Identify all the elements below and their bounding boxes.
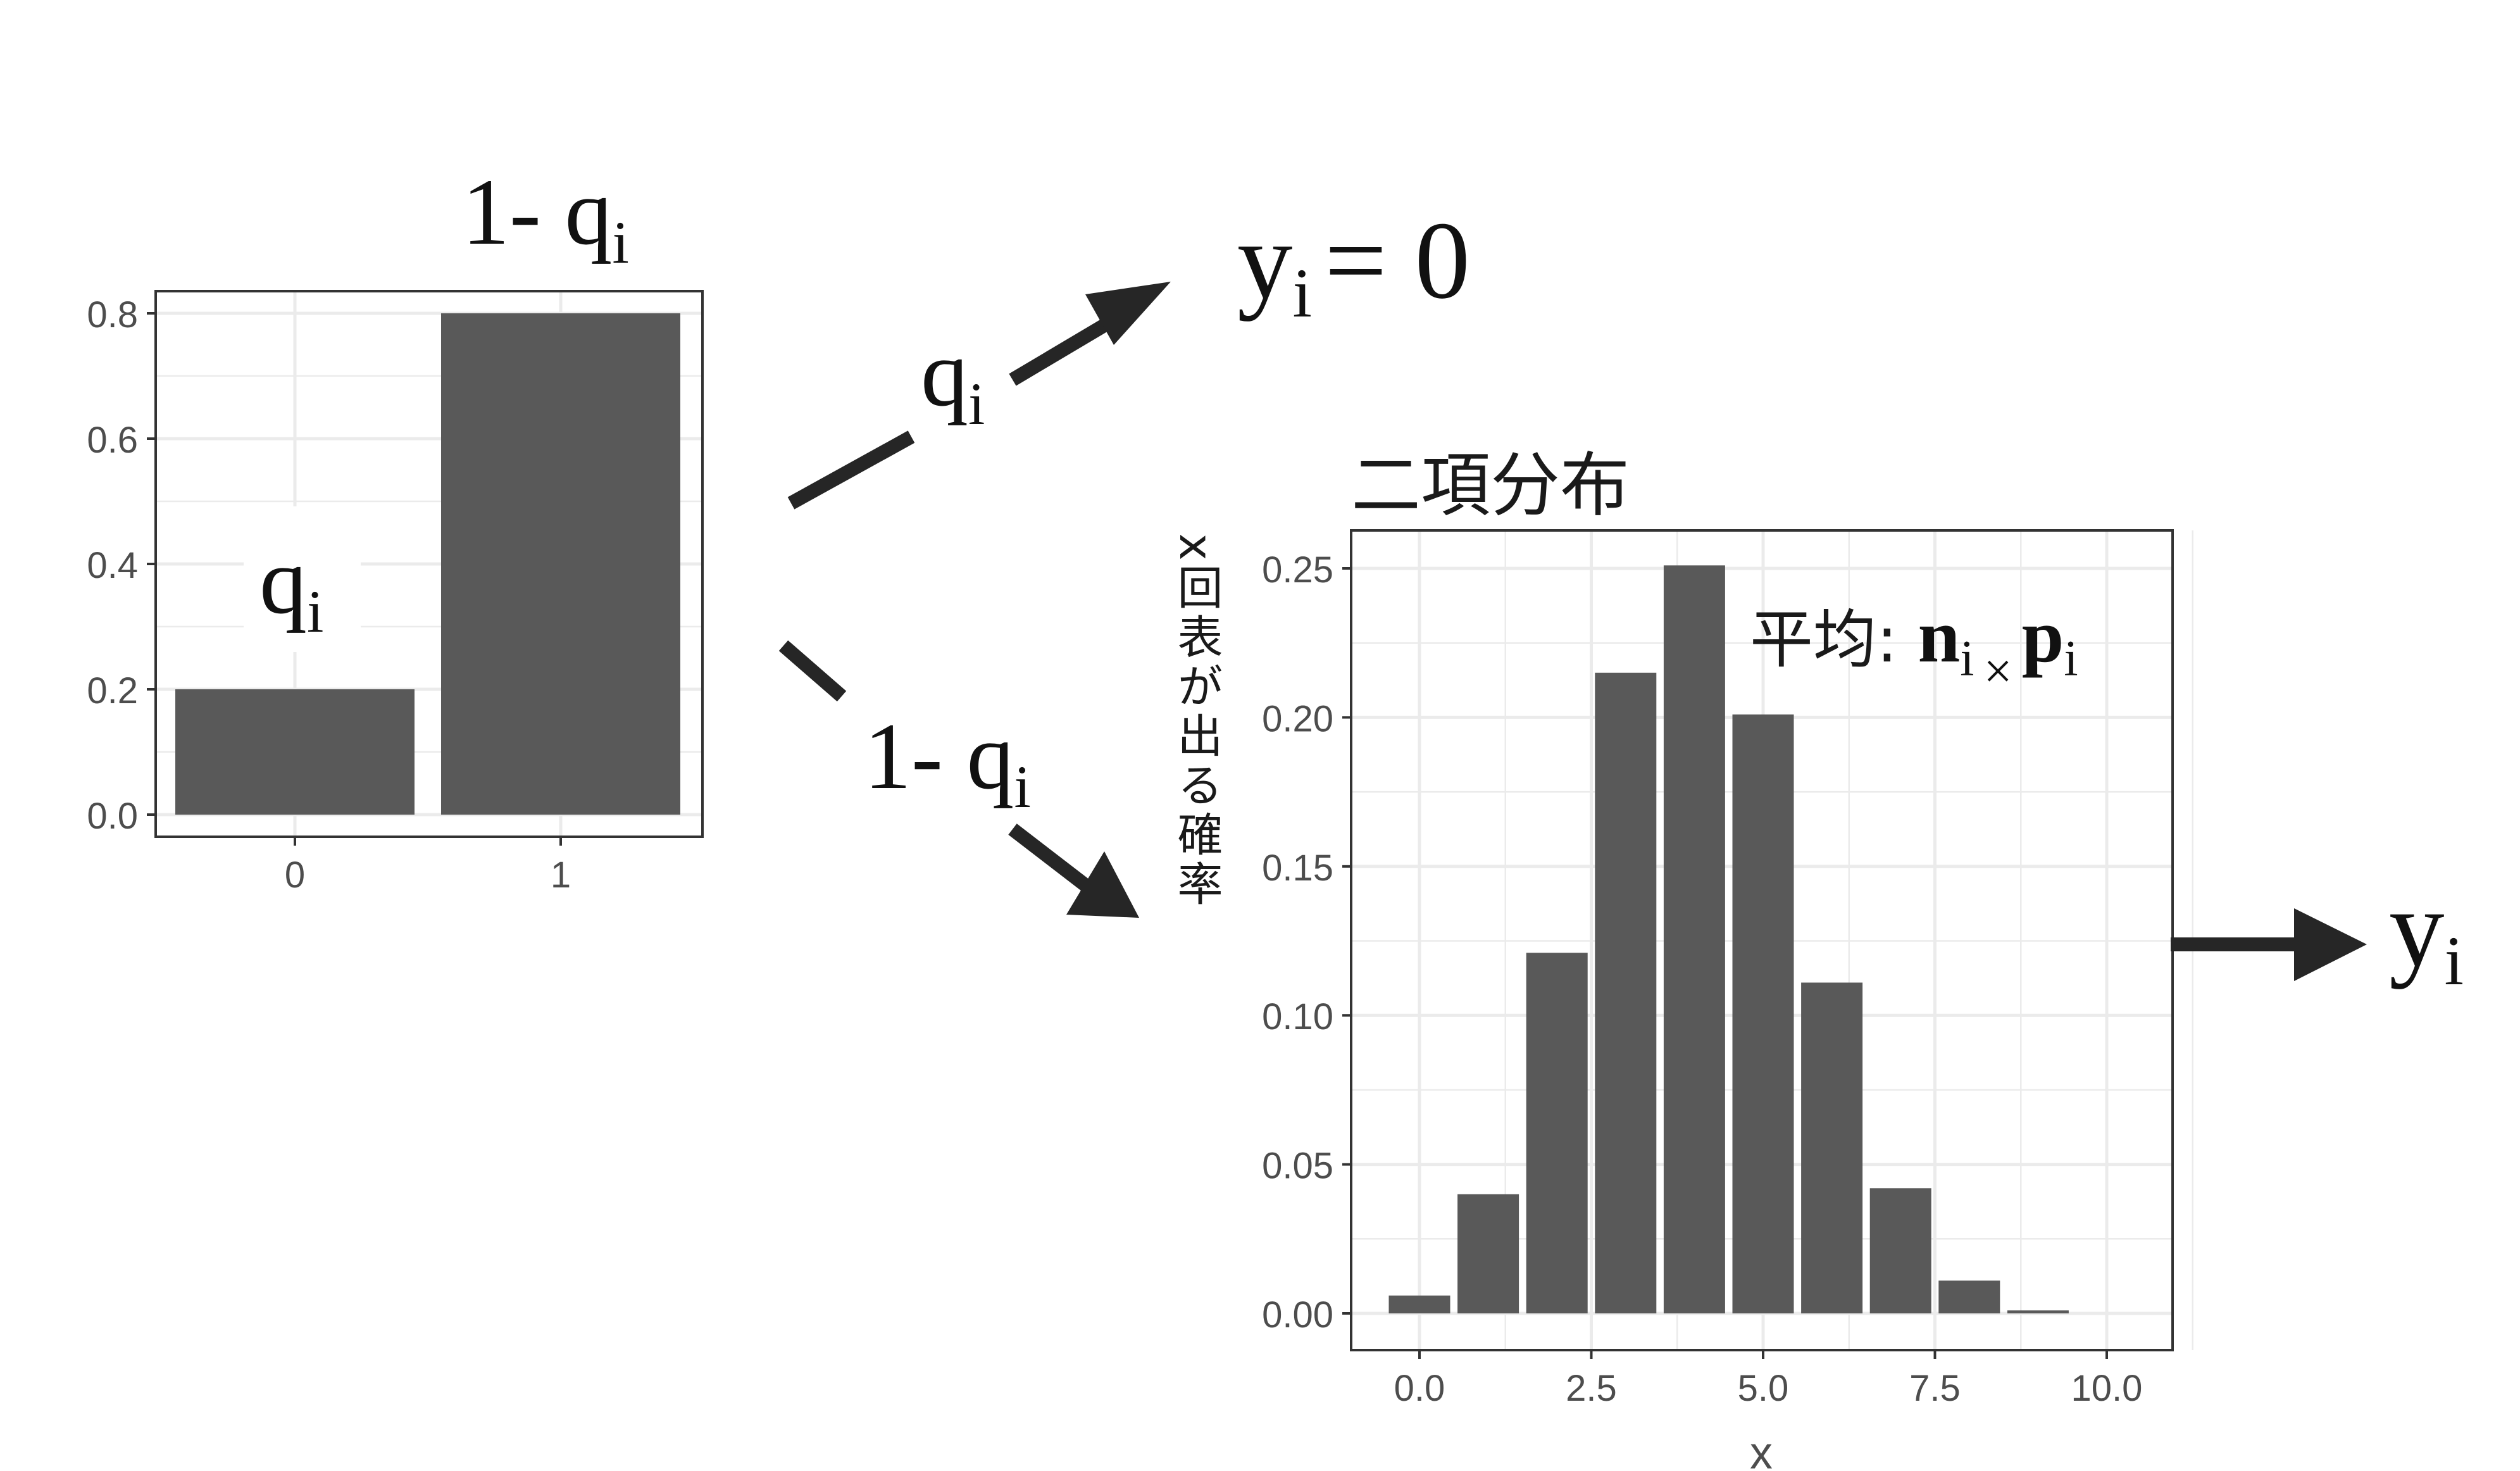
binomial-x-ticks: 0.0 2.5 5.0 7.5 10.0: [1394, 1350, 2143, 1409]
final-arrow-head: [2294, 908, 2367, 981]
y-tick-label: 0.25: [1262, 549, 1333, 591]
x-tick-label: 2.5: [1566, 1368, 1617, 1409]
final-branch: yi: [2171, 867, 2464, 999]
y-tick-label: 0.4: [87, 545, 138, 586]
y-tick-label: 0.05: [1262, 1146, 1333, 1187]
bar-x-4: [1663, 565, 1725, 1313]
x-tick-label: 0: [285, 854, 305, 896]
bar-x-8: [1938, 1280, 2000, 1313]
bar-x-6: [1801, 982, 1863, 1313]
upper-arrow-line-a: [787, 430, 915, 510]
y-tick-label: 0.20: [1262, 698, 1333, 739]
branch-upper: qi: [787, 282, 1171, 510]
bar-x-9: [2007, 1310, 2069, 1313]
branch-lower: 1- qi: [778, 640, 1139, 918]
bar-x-2: [1526, 953, 1588, 1313]
binomial-grid: [1351, 530, 2193, 1350]
y-tick-label: 0.6: [87, 420, 138, 461]
binomial-title: 二項分布: [1351, 445, 1630, 526]
x-tick-label: 0.0: [1394, 1368, 1445, 1409]
binomial-x-axis-label: x: [1750, 1428, 1773, 1471]
outcome-final: yi: [2389, 867, 2464, 999]
y-tick-label: 0.8: [87, 294, 138, 335]
bernoulli-bars: [175, 313, 680, 815]
binomial-bars: [1388, 565, 2069, 1313]
x-tick-label: 5.0: [1738, 1368, 1789, 1409]
binomial-y-ticks: 0.00 0.05 0.10 0.15 0.20 0.25: [1262, 549, 1351, 1336]
bar-1: [441, 313, 680, 815]
bar-x-7: [1869, 1188, 1931, 1313]
binomial-mean-annotation: 平均: ni × pi: [1750, 594, 2078, 699]
y-tick-label: 0.15: [1262, 848, 1333, 889]
lower-arrow-head: [1066, 851, 1139, 918]
y-tick-label: 0.2: [87, 670, 138, 711]
y-tick-label: 0.00: [1262, 1294, 1333, 1336]
x-tick-label: 10.0: [2071, 1368, 2143, 1409]
upper-arrow-head: [1085, 282, 1171, 345]
binomial-chart: 二項分布 0.00 0.05 0.10 0.15 0.20 0.25 0.0 2.5 5.0 7…: [1170, 445, 2193, 1471]
upper-arrow-label: qi: [921, 321, 985, 437]
y-tick-label: 0.10: [1262, 996, 1333, 1037]
binomial-y-axis-label: x回表が出る確率: [1170, 534, 1223, 910]
bar-x-1: [1457, 1194, 1519, 1313]
lower-arrow-line-a: [778, 640, 847, 702]
bar-x-3: [1595, 672, 1657, 1313]
outcome-zero: yi = 0: [1237, 199, 1470, 332]
bar-x-0: [1388, 1295, 1450, 1313]
bernoulli-left-label: qi: [259, 529, 323, 645]
x-tick-label: 1: [551, 854, 571, 896]
bernoulli-left-label-bg: [244, 506, 361, 652]
lower-arrow-label: 1- qi: [864, 704, 1031, 820]
bernoulli-top-label: 1- qi: [462, 160, 629, 276]
x-tick-label: 7.5: [1909, 1368, 1961, 1409]
y-tick-label: 0.0: [87, 796, 138, 837]
bar-0: [175, 689, 415, 815]
bar-x-5: [1732, 714, 1794, 1313]
lower-arrow-line-b: [1008, 823, 1099, 898]
bernoulli-y-ticks: 0.0 0.2 0.4 0.6 0.8: [87, 294, 156, 837]
upper-arrow-line-b: [1009, 313, 1118, 386]
